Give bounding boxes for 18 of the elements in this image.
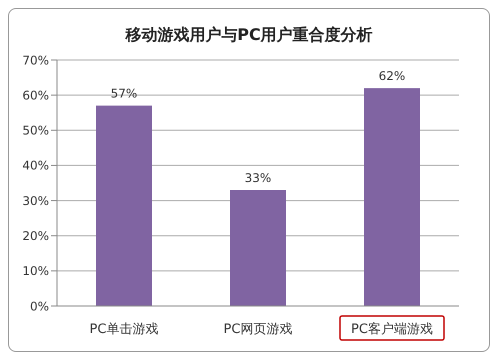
y-tick-label: 30% <box>22 194 49 208</box>
bar <box>230 190 286 306</box>
bar <box>96 106 152 306</box>
data-label: 62% <box>378 69 406 84</box>
x-tick-label: PC单击游戏 <box>90 322 158 337</box>
x-tick-label: PC客户端游戏 <box>351 321 433 337</box>
x-tick-label: PC网页游戏 <box>224 322 292 337</box>
y-tick-label: 0% <box>30 299 49 314</box>
y-tick-label: 50% <box>22 124 49 138</box>
chart-title: 移动游戏用户与PC用户重合度分析 <box>124 25 374 46</box>
y-tick-label: 40% <box>22 158 49 173</box>
bar <box>364 88 420 306</box>
y-tick-label: 10% <box>22 264 49 278</box>
y-tick-label: 70% <box>22 53 49 68</box>
data-label: 33% <box>244 171 272 186</box>
y-tick-label: 60% <box>22 88 49 102</box>
y-tick-label: 20% <box>22 228 49 243</box>
data-label: 57% <box>110 86 138 101</box>
